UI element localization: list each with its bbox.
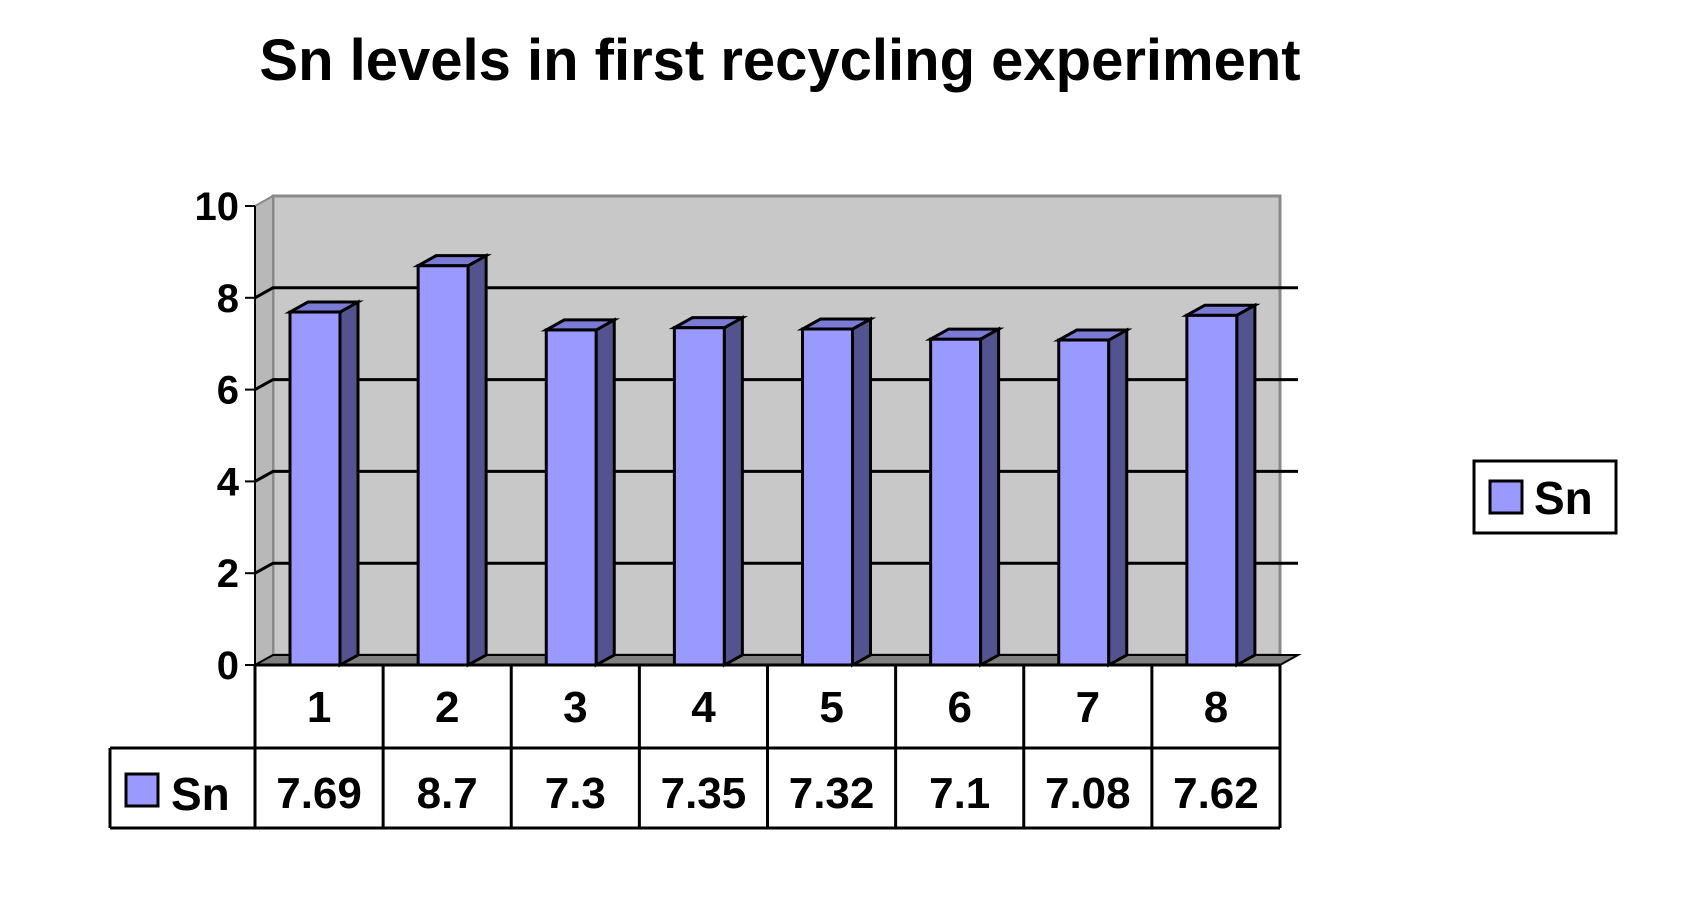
chart-title: Sn levels in first recycling experiment: [259, 28, 1300, 93]
bar-top: [540, 318, 621, 332]
y-tick-label: 8: [217, 277, 239, 321]
x-tick-label: 7: [1076, 683, 1100, 732]
plot-area: [251, 194, 1302, 667]
bar-front: [1057, 338, 1111, 667]
bar-front: [672, 326, 726, 667]
bar-front: [544, 328, 598, 667]
data-label: 7.35: [661, 769, 747, 818]
x-tick-label: 3: [563, 683, 587, 732]
bar-side: [338, 299, 360, 668]
data-label: 7.62: [1173, 769, 1259, 818]
plot-side-wall: [254, 194, 274, 667]
bar-top: [1052, 328, 1133, 342]
table-legend-swatch: [124, 772, 160, 808]
data-label: 7.69: [276, 769, 362, 818]
bar-side: [722, 315, 744, 668]
x-tick-label: 8: [1204, 683, 1228, 732]
bar-1: [284, 299, 364, 668]
data-label: 8.7: [417, 769, 478, 818]
x-tick-label: 6: [947, 683, 971, 732]
bar-front: [288, 310, 342, 667]
y-tick-label: 6: [217, 369, 239, 413]
legend-swatch: [1488, 479, 1524, 515]
bar-top: [668, 316, 749, 330]
data-label: 7.32: [789, 769, 875, 818]
y-tick-label: 2: [217, 552, 239, 596]
bar-front: [929, 337, 983, 667]
bar-front: [1185, 313, 1239, 667]
bar-side: [466, 253, 488, 668]
bar-8: [1181, 302, 1261, 668]
bar-top: [796, 317, 877, 331]
bar-side: [594, 317, 616, 668]
x-tick-label: 5: [819, 683, 843, 732]
bar-side: [1107, 327, 1129, 668]
bar-side: [851, 316, 872, 668]
bar-6: [924, 326, 1005, 668]
data-label: 7.08: [1045, 769, 1131, 818]
x-tick-label: 1: [307, 683, 331, 732]
bar-3: [540, 317, 621, 668]
bar-side: [979, 326, 1001, 668]
data-label: 7.1: [929, 769, 990, 818]
legend-label: Sn: [1534, 472, 1593, 524]
x-tick-label: 4: [691, 683, 716, 732]
x-tick-label: 2: [435, 683, 459, 732]
bar-4: [668, 315, 749, 668]
bar-top: [1181, 303, 1261, 317]
bar-2: [412, 253, 492, 668]
data-label: 7.3: [545, 769, 606, 818]
bar-front: [801, 327, 854, 667]
bars-group: [284, 253, 1261, 668]
y-tick-label: 10: [195, 185, 240, 229]
y-tick-label: 4: [217, 460, 240, 504]
bar-top: [412, 254, 492, 268]
bar-5: [796, 316, 877, 668]
y-tick-label: 0: [217, 644, 239, 688]
gridline: [254, 286, 1298, 300]
bar-top: [924, 327, 1005, 341]
table-series-name: Sn: [171, 768, 230, 820]
bar-7: [1052, 327, 1133, 668]
y-axis: 0 2 4 6 8 10: [195, 185, 256, 688]
bar-top: [284, 300, 364, 314]
bar-front: [416, 264, 470, 667]
data-table: 1 7.69 2 8.7 3 7.3 4 7.35 5 7.32 6 7.1 7 7.08 8 7.62 Sn: [108, 663, 1282, 830]
bar-side: [1235, 302, 1257, 668]
legend: Sn: [1472, 459, 1618, 535]
